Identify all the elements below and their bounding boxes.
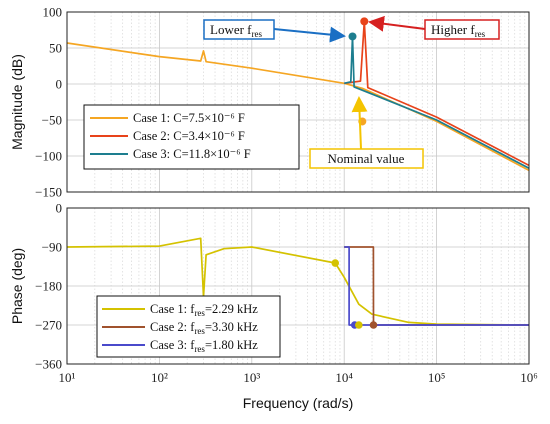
phase-legend: Case 1: fres=2.29 kHz Case 2: fres=3.30 … <box>96 295 281 358</box>
legend-phase-case1-name: Case 1: f <box>150 302 195 316</box>
y-tick-label: −270 <box>35 318 62 333</box>
annotation-higher-fres: Higher fres <box>368 15 500 40</box>
svg-text:Case 1: fres=2.29 kHz: Case 1: fres=2.29 kHz <box>150 302 258 318</box>
magnitude-y-ticks: 100 50 0 −50 −100 −150 <box>35 5 62 200</box>
svg-text:Higher fres: Higher fres <box>431 22 486 39</box>
magnitude-legend: Case 1: C=7.5×10⁻⁶ F Case 2: C=3.4×10⁻⁶ … <box>83 104 300 170</box>
y-tick-label: −180 <box>35 279 62 294</box>
annotation-higher-sub: res <box>475 29 486 39</box>
y-tick-label: −50 <box>42 113 62 128</box>
marker-case3 <box>348 32 357 41</box>
y-tick-label: 0 <box>56 201 63 216</box>
magnitude-curves <box>67 17 529 172</box>
x-tick-label: 10⁶ <box>520 370 538 385</box>
series-line-case1 <box>67 237 529 326</box>
annotation-nominal-text: Nominal value <box>328 151 405 166</box>
legend-phase-case3-suffix: =1.80 kHz <box>205 338 258 352</box>
annotation-lower-sub: res <box>252 29 263 39</box>
frequency-x-label: Frequency (rad/s) <box>243 395 353 411</box>
x-tick-label: 10² <box>151 370 168 385</box>
svg-text:Lower fres: Lower fres <box>210 22 263 39</box>
magnitude-y-label: Magnitude (dB) <box>9 54 25 150</box>
annotation-lower-text: Lower f <box>210 22 252 37</box>
series-line-case2 <box>344 20 529 167</box>
magnitude-plot-frame <box>66 11 530 193</box>
legend-phase-case2-sub: res <box>194 326 205 336</box>
annotation-lower-fres: Lower fres <box>203 19 346 43</box>
legend-phase-case3-sub: res <box>194 344 205 354</box>
y-tick-label: −100 <box>35 149 62 164</box>
legend-label-case2: Case 2: C=3.4×10⁻⁶ F <box>133 129 245 143</box>
y-tick-label: 0 <box>56 77 63 92</box>
annotation-nominal: Nominal value <box>309 96 424 169</box>
frequency-x-ticks: 10¹ 10² 10³ 10⁴ 10⁵ 10⁶ <box>59 370 538 385</box>
series-line-case3 <box>344 246 529 326</box>
y-tick-label: 100 <box>43 5 63 20</box>
phase-y-label: Phase (deg) <box>9 248 25 324</box>
legend-phase-case2-name: Case 2: f <box>150 320 195 334</box>
y-tick-label: 50 <box>49 41 62 56</box>
svg-text:Case 3: fres=1.80 kHz: Case 3: fres=1.80 kHz <box>150 338 258 354</box>
annotation-higher-text: Higher f <box>431 22 475 37</box>
phase-plot-frame <box>66 207 530 365</box>
x-tick-label: 10¹ <box>59 370 76 385</box>
y-tick-label: −90 <box>42 240 62 255</box>
y-tick-label: −150 <box>35 185 62 200</box>
marker-case2 <box>360 17 369 26</box>
x-tick-label: 10³ <box>243 370 260 385</box>
legend-phase-case1-suffix: =2.29 kHz <box>205 302 258 316</box>
phase-y-ticks: 0 −90 −180 −270 −360 <box>35 201 62 372</box>
legend-label-case1: Case 1: C=7.5×10⁻⁶ F <box>133 111 245 125</box>
y-tick-label: −360 <box>35 357 62 372</box>
x-tick-label: 10⁵ <box>428 370 446 385</box>
legend-phase-case2-suffix: =3.30 kHz <box>205 320 258 334</box>
svg-text:Case 2: fres=3.30 kHz: Case 2: fres=3.30 kHz <box>150 320 258 336</box>
legend-phase-case1-sub: res <box>194 308 205 318</box>
phase-curves <box>67 237 529 329</box>
legend-label-case3: Case 3: C=11.8×10⁻⁶ F <box>133 147 251 161</box>
legend-phase-case3-name: Case 3: f <box>150 338 195 352</box>
series-line-case3 <box>344 35 529 169</box>
phase-marker-2 <box>355 321 363 329</box>
phase-marker-0 <box>331 259 340 267</box>
x-tick-label: 10⁴ <box>335 370 353 385</box>
phase-marker-3 <box>369 321 378 329</box>
